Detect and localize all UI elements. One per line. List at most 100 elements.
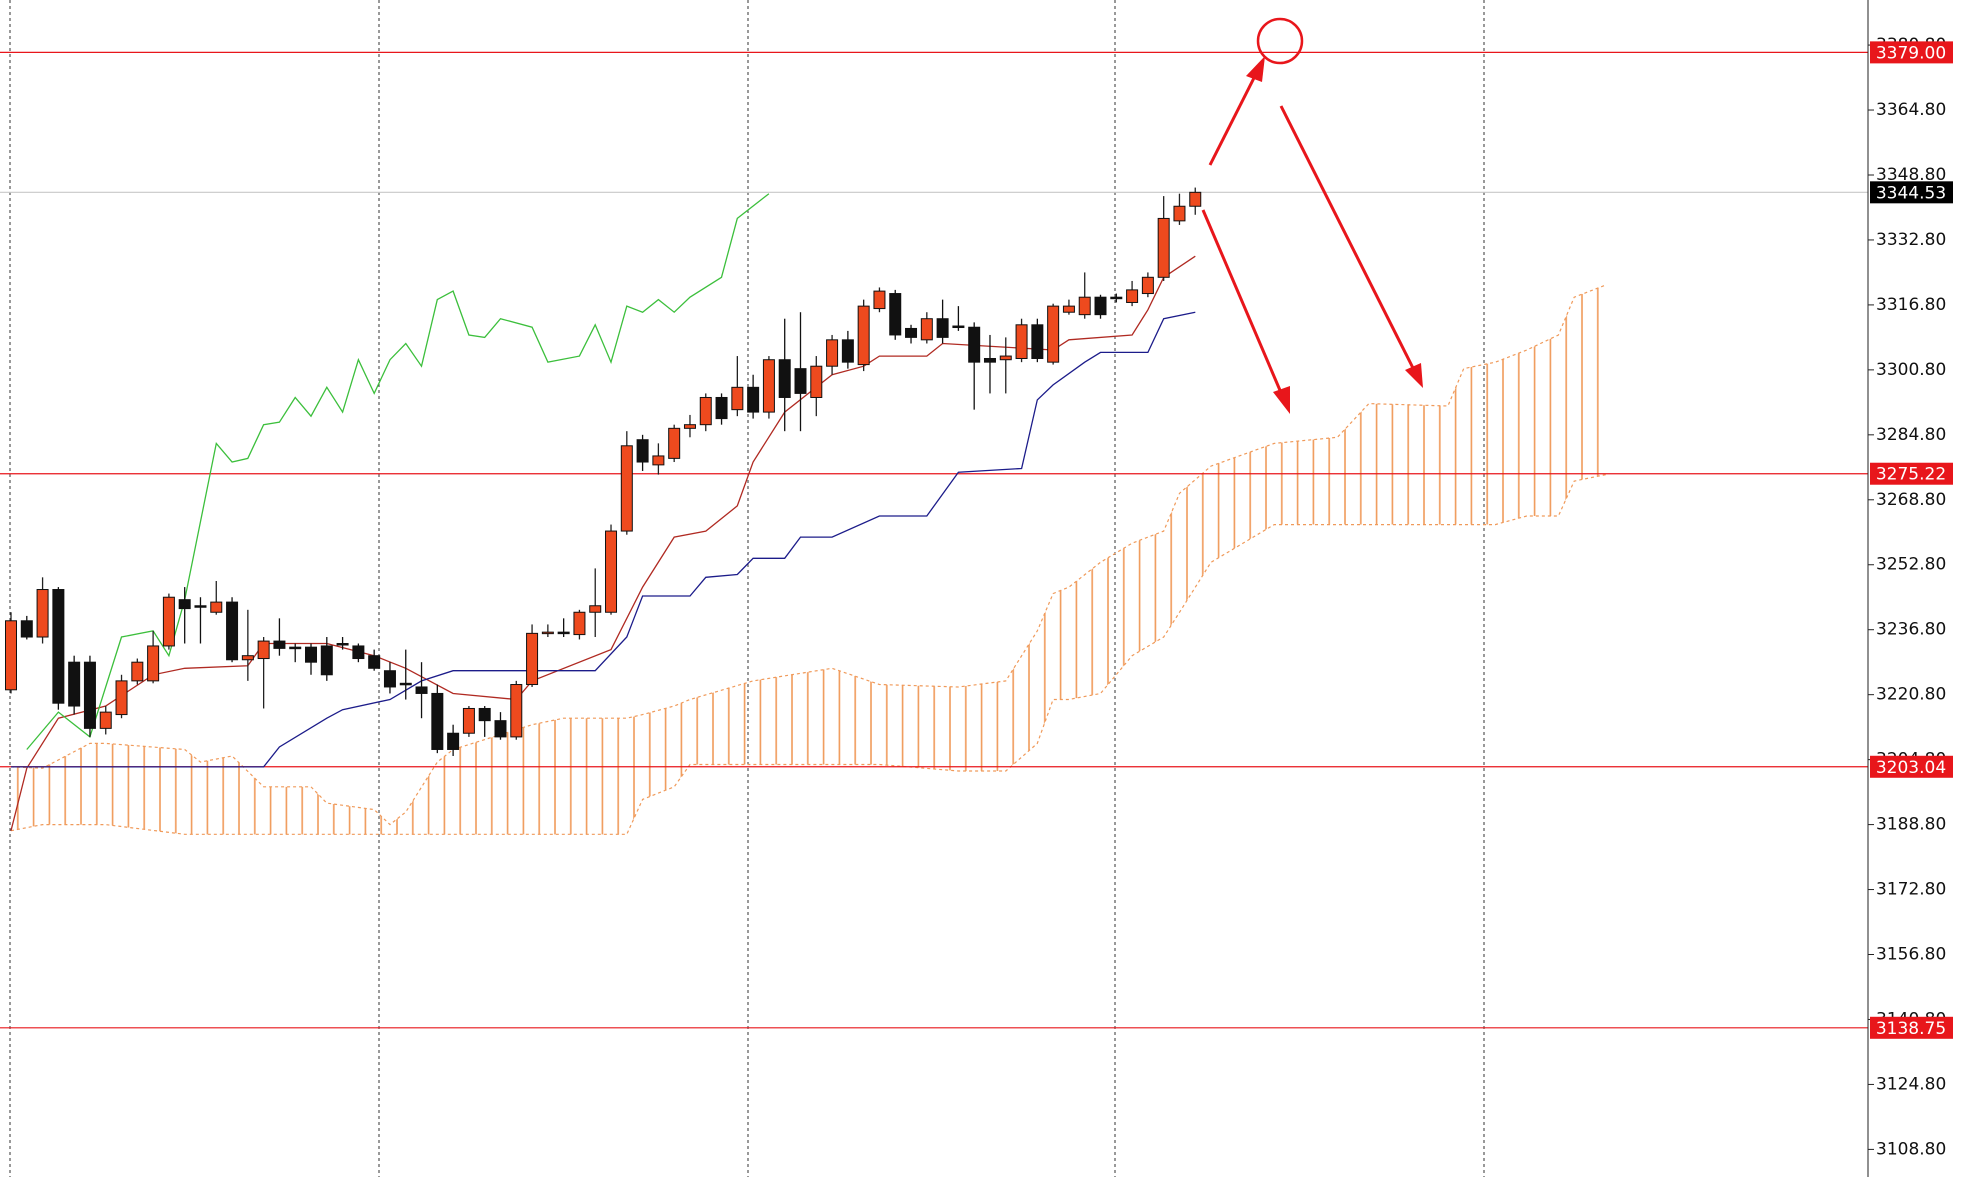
candle-body bbox=[352, 645, 365, 660]
candle-body bbox=[1157, 217, 1170, 278]
y-tick-label: 3108.80 bbox=[1876, 1139, 1946, 1159]
candle-body bbox=[873, 290, 886, 310]
candle-body bbox=[920, 318, 933, 341]
indicator-line bbox=[11, 311, 1196, 768]
y-tick-label: 3156.80 bbox=[1876, 945, 1946, 965]
candle-body bbox=[447, 732, 460, 750]
candle-body bbox=[1062, 305, 1075, 313]
indicator-line bbox=[26, 193, 770, 750]
candle-body bbox=[1031, 324, 1044, 359]
y-tick-label: 3236.80 bbox=[1876, 620, 1946, 640]
y-tick-label: 3332.80 bbox=[1876, 230, 1946, 250]
candle-body bbox=[826, 339, 839, 367]
candle-body bbox=[794, 368, 807, 394]
candle-body bbox=[462, 707, 475, 734]
y-tick-label: 3124.80 bbox=[1876, 1074, 1946, 1094]
candle-body bbox=[715, 396, 728, 420]
candle-body bbox=[952, 325, 965, 329]
candle-body bbox=[968, 326, 981, 363]
candle-body bbox=[541, 631, 554, 635]
candle-body bbox=[1126, 289, 1139, 303]
candle-body bbox=[478, 707, 491, 722]
price-label-box bbox=[1870, 181, 1953, 204]
candle-body bbox=[668, 427, 681, 459]
candle-body bbox=[557, 631, 570, 635]
candle-body bbox=[731, 386, 744, 411]
candle-body bbox=[68, 661, 81, 707]
candle-body bbox=[510, 684, 523, 738]
candle-body bbox=[131, 661, 144, 682]
candle-body bbox=[620, 445, 633, 532]
price-label-box bbox=[1870, 1016, 1953, 1039]
y-tick-label: 3300.80 bbox=[1876, 360, 1946, 380]
candle-body bbox=[1173, 205, 1186, 222]
candle-body bbox=[147, 645, 160, 682]
candle-body bbox=[368, 655, 381, 669]
price-axis: 3380.803364.803348.803332.803316.803300.… bbox=[1867, 0, 1961, 1177]
candle-body bbox=[857, 305, 870, 366]
candle-body bbox=[1094, 296, 1107, 316]
candle-body bbox=[383, 670, 396, 688]
candle-body bbox=[273, 640, 286, 649]
y-tick-label: 3188.80 bbox=[1876, 815, 1946, 835]
target-circle bbox=[1256, 17, 1304, 65]
candle-body bbox=[526, 632, 539, 686]
arrow-head bbox=[1405, 363, 1423, 388]
candle-body bbox=[889, 293, 902, 336]
candle-body bbox=[778, 359, 791, 398]
price-label: 3379.00 bbox=[1876, 43, 1946, 63]
y-tick-label: 3348.80 bbox=[1876, 165, 1946, 185]
annotations bbox=[1201, 17, 1423, 414]
arrow-head bbox=[1273, 386, 1290, 414]
price-label: 3344.53 bbox=[1876, 183, 1946, 203]
arrow-head bbox=[1246, 56, 1265, 82]
candle-body bbox=[1141, 276, 1154, 295]
arrow-down bbox=[1201, 209, 1284, 396]
y-tick-label: 3284.80 bbox=[1876, 425, 1946, 445]
candle-body bbox=[1078, 296, 1091, 316]
candle-body bbox=[305, 646, 318, 663]
candle-body bbox=[1189, 191, 1202, 207]
price-label-box bbox=[1870, 462, 1953, 485]
candle-body bbox=[683, 424, 696, 429]
candle-body bbox=[905, 327, 918, 338]
y-tick-label: 3316.80 bbox=[1876, 295, 1946, 315]
arrow-down bbox=[1279, 105, 1416, 371]
candle-body bbox=[336, 643, 349, 646]
candle-body bbox=[99, 711, 112, 729]
candle-body bbox=[1047, 305, 1060, 363]
candle-body bbox=[762, 359, 775, 413]
price-label-box bbox=[1870, 41, 1953, 64]
candle-body bbox=[5, 620, 17, 691]
candle-body bbox=[320, 645, 333, 676]
price-label-box bbox=[1870, 755, 1953, 778]
y-tick-label: 3252.80 bbox=[1876, 555, 1946, 575]
candle-body bbox=[415, 686, 428, 694]
candle-body bbox=[999, 355, 1012, 361]
arrow-up bbox=[1208, 69, 1260, 166]
candle-body bbox=[83, 661, 96, 729]
cloud-edge bbox=[10, 474, 1606, 835]
candle-body bbox=[841, 339, 854, 363]
candle-body bbox=[52, 589, 65, 704]
candle-body bbox=[652, 455, 665, 466]
candle-body bbox=[20, 620, 33, 638]
candle-body bbox=[699, 396, 712, 426]
candle-body bbox=[589, 605, 602, 613]
candle-body bbox=[226, 601, 239, 661]
candle-body bbox=[747, 386, 760, 413]
plot-area bbox=[0, 51, 1868, 1029]
y-tick-label: 3268.80 bbox=[1876, 490, 1946, 510]
y-tick-label: 3220.80 bbox=[1876, 685, 1946, 705]
candle-body bbox=[399, 682, 412, 686]
candle-body bbox=[1015, 324, 1028, 359]
candle-body bbox=[241, 655, 254, 661]
candle-body bbox=[636, 439, 649, 463]
candle-body bbox=[494, 720, 507, 738]
candle-body bbox=[36, 589, 49, 638]
price-label: 3275.22 bbox=[1876, 465, 1946, 485]
y-tick-label: 3172.80 bbox=[1876, 880, 1946, 900]
